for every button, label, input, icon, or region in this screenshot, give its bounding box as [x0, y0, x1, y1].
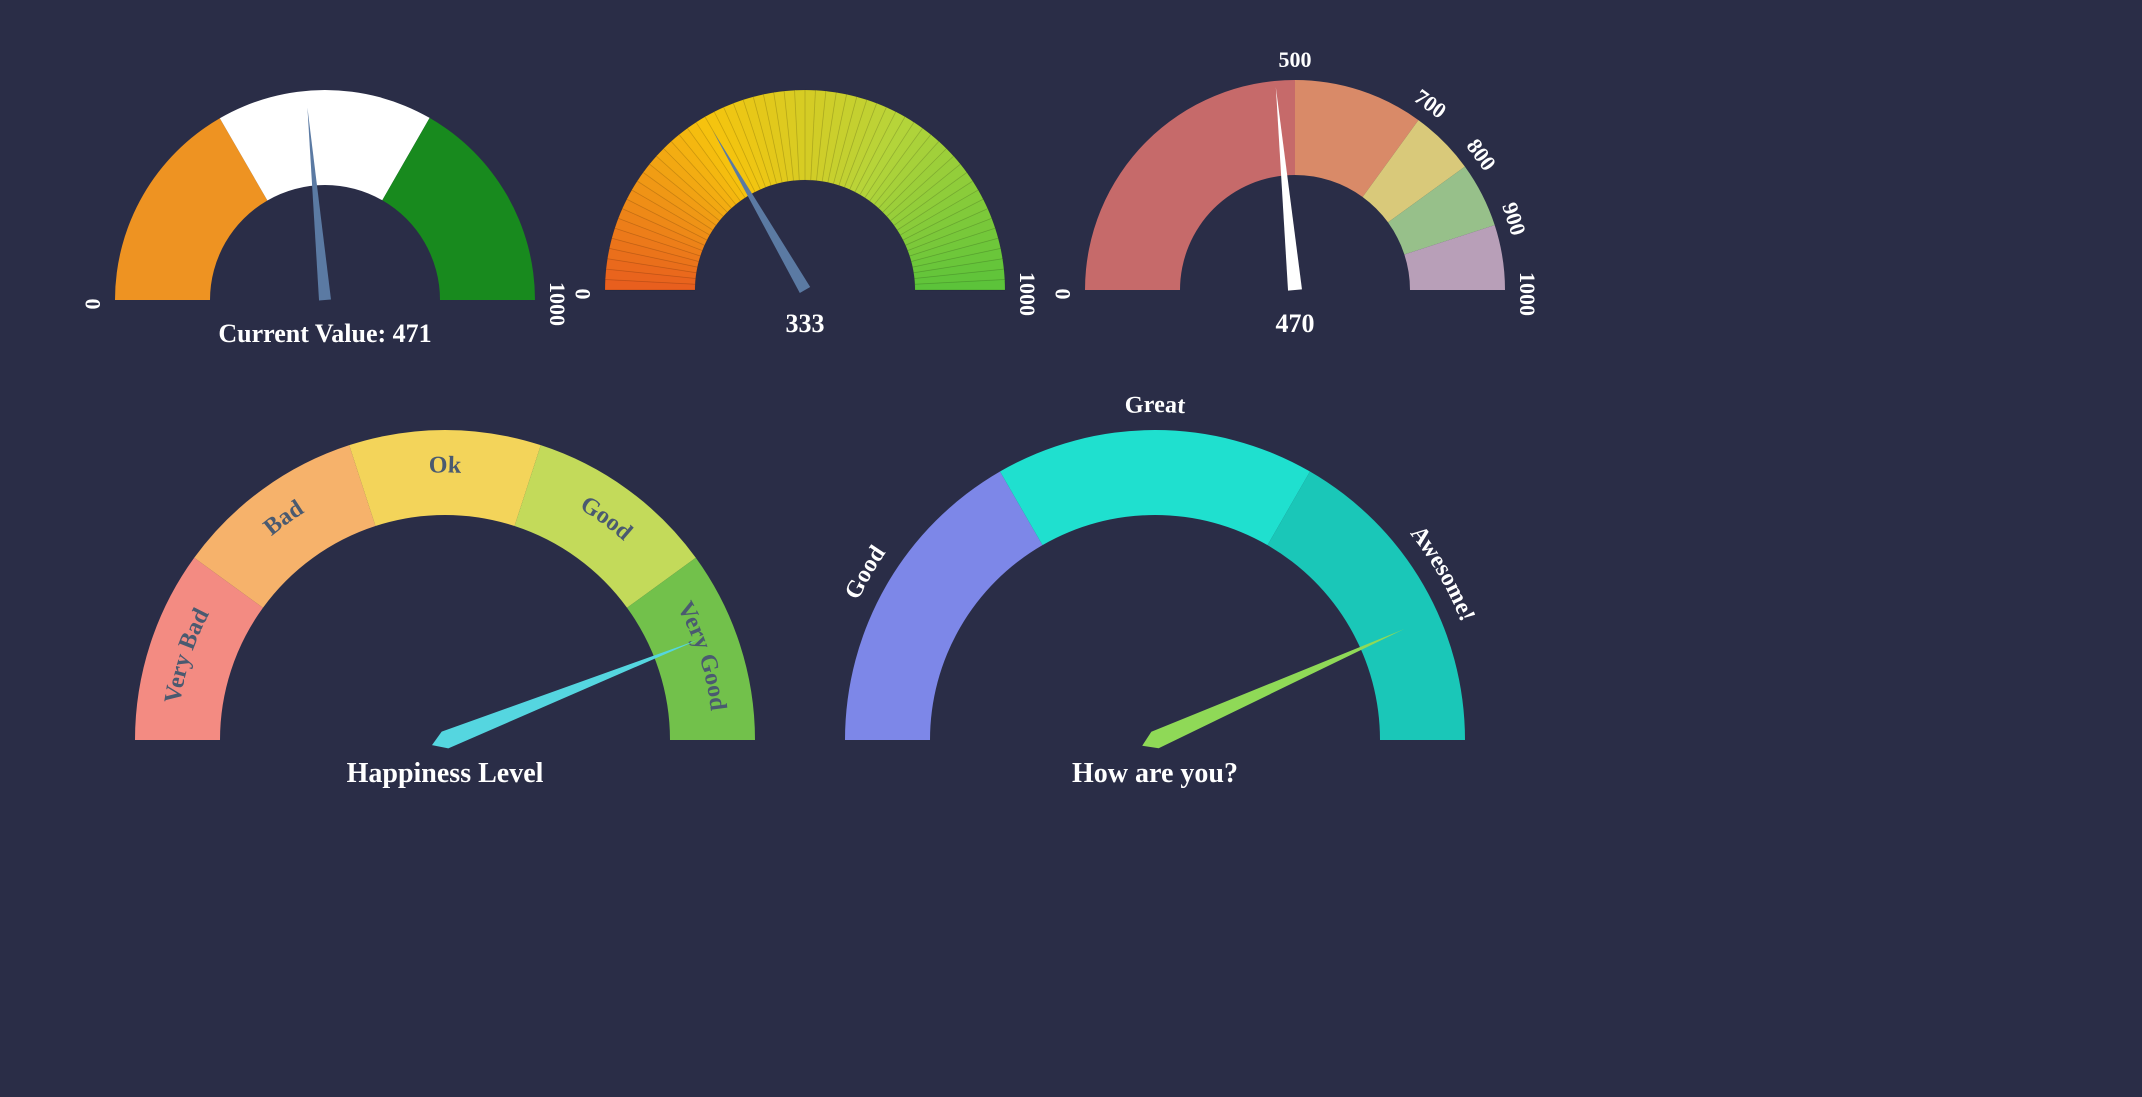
gauge5-bottom-label: How are you?: [1072, 758, 1238, 789]
gauge1-value-label: Current Value: 471: [218, 319, 431, 348]
gauge3-segment-0: [1085, 80, 1295, 290]
gauge5-segment-1: [1000, 430, 1310, 545]
gauge4: Very BadBadOkGoodVery GoodHappiness Leve…: [75, 370, 815, 815]
gauge5-segment-0: [845, 472, 1043, 740]
gauge4-needle: [432, 640, 699, 749]
gauge4-bottom-label: Happiness Level: [347, 758, 544, 789]
gauge5: GoodGreatAwesome!How are you?: [785, 370, 1525, 815]
gauge5-segment-2: [1268, 472, 1466, 740]
gauge3-tick-0: 500: [1279, 47, 1312, 72]
gauge4-segment-label-2: Ok: [428, 452, 462, 479]
gauge3: 500 700 800 900 0 1000 470: [1025, 20, 1565, 365]
gauge1-svg: 01000Current Value: 471: [55, 30, 595, 370]
gauge2: 01000333: [545, 30, 1065, 365]
gauge5-needle: [1142, 629, 1404, 748]
gauge3-endlabel-1: 1000: [1515, 272, 1540, 316]
gauge1: 01000Current Value: 471: [55, 30, 595, 375]
gauge5-svg: GoodGreatAwesome!How are you?: [785, 370, 1525, 810]
gauge3-tick-1: 700: [1410, 84, 1451, 124]
gauge3-endlabel-0: 0: [1050, 289, 1075, 300]
gauge4-svg: Very BadBadOkGoodVery GoodHappiness Leve…: [75, 370, 815, 810]
gauge1-endlabel-0: 0: [80, 299, 105, 310]
gauge2-svg: 01000333: [545, 30, 1065, 360]
gauge3-svg: 500 700 800 900 0 1000 470: [1025, 20, 1565, 360]
gauge3-tick-2: 800: [1462, 134, 1502, 175]
gauge3-tick-3: 900: [1497, 199, 1531, 238]
gauge2-value-label: 333: [786, 309, 825, 338]
gauge2-endlabel-0: 0: [570, 289, 595, 300]
gauge3-value-label: 470: [1276, 309, 1315, 338]
dashboard: 01000Current Value: 47101000333500700800…: [0, 0, 2142, 1097]
gauge5-segment-label-1: Great: [1124, 392, 1186, 419]
